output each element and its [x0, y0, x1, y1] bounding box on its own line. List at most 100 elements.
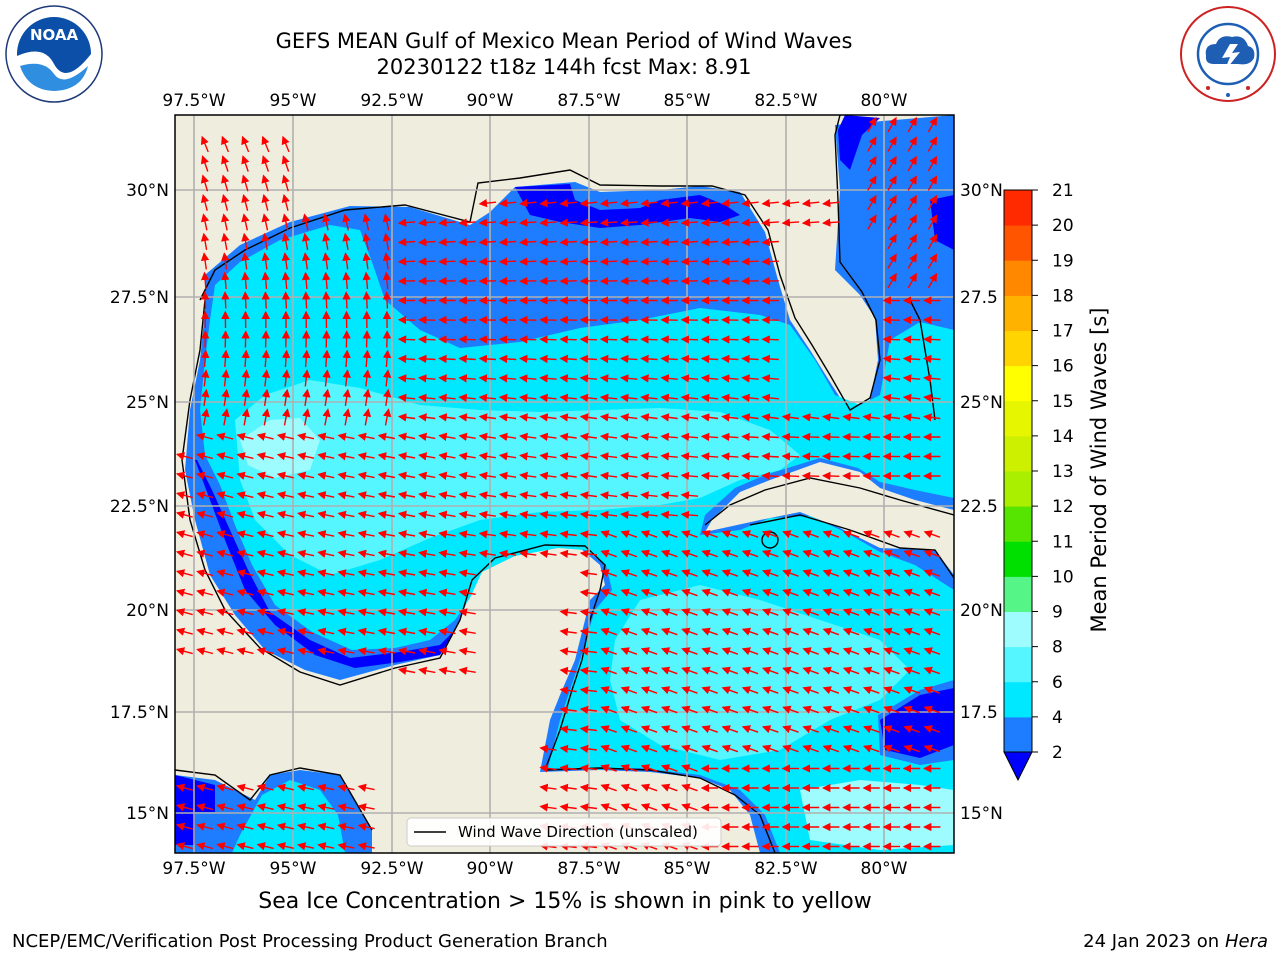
wind-wave-arrow: [640, 588, 658, 597]
wind-wave-arrow: [196, 783, 214, 792]
wind-wave-arrow: [681, 764, 698, 773]
wind-wave-arrow: [640, 452, 658, 461]
wind-wave-arrow: [196, 471, 214, 480]
wind-wave-arrow: [701, 608, 718, 617]
wind-wave-arrow: [822, 413, 840, 422]
wind-wave-arrow: [923, 686, 941, 695]
wind-wave-arrow: [903, 608, 920, 617]
wind-wave-arrow: [216, 842, 234, 851]
wind-wave-arrow: [822, 744, 840, 753]
wind-wave-arrow: [236, 452, 254, 461]
lat-tick-right: 20°N: [960, 601, 1003, 621]
map-area: [175, 115, 954, 853]
wind-wave-arrow: [241, 388, 250, 407]
wind-wave-arrow: [297, 452, 315, 461]
wind-wave-arrow: [458, 471, 476, 480]
wind-wave-arrow: [201, 388, 210, 407]
wind-wave-arrow: [216, 491, 234, 500]
wind-wave-arrow: [902, 413, 921, 422]
wind-wave-arrow: [297, 432, 315, 441]
wind-wave-arrow: [221, 271, 230, 290]
wind-wave-arrow: [620, 588, 638, 597]
lon-tick-bottom: 80°W: [861, 859, 908, 879]
wind-wave-arrow: [600, 705, 617, 714]
wind-wave-arrow: [256, 491, 274, 500]
wind-wave-arrow: [599, 374, 618, 383]
wind-wave-arrow: [322, 252, 331, 270]
wind-wave-arrow: [397, 627, 416, 636]
wind-wave-arrow: [539, 744, 557, 754]
wind-wave-arrow: [640, 705, 658, 714]
wind-wave-arrow: [458, 218, 476, 227]
wind-wave-arrow: [498, 452, 517, 461]
wind-wave-arrow: [923, 374, 941, 383]
wind-wave-arrow: [297, 530, 315, 539]
wind-wave-arrow: [297, 647, 315, 656]
wind-wave-arrow: [620, 432, 638, 442]
wind-wave-arrow: [357, 432, 375, 441]
colorbar-swatch: [1004, 541, 1032, 577]
wind-wave-arrow: [862, 549, 880, 558]
wind-wave-arrow: [397, 491, 416, 500]
wind-wave-arrow: [721, 335, 739, 344]
wind-wave-arrow: [907, 214, 917, 230]
wind-wave-arrow: [741, 413, 759, 422]
wind-wave-arrow: [927, 116, 938, 133]
wind-wave-arrow: [276, 842, 294, 851]
wind-wave-arrow: [640, 198, 658, 208]
wind-wave-arrow: [357, 783, 375, 792]
wind-wave-arrow: [600, 744, 617, 753]
wind-wave-arrow: [458, 627, 476, 636]
wind-wave-arrow: [397, 374, 416, 383]
wind-wave-arrow: [301, 232, 311, 251]
wind-wave-arrow: [640, 627, 658, 636]
wind-wave-arrow: [317, 510, 335, 519]
wind-wave-arrow: [579, 705, 597, 715]
wind-wave-arrow: [701, 725, 718, 734]
wind-wave-arrow: [681, 744, 698, 753]
wind-wave-arrow: [660, 627, 678, 636]
wind-wave-arrow: [640, 744, 658, 753]
wind-wave-arrow: [822, 725, 840, 734]
wind-wave-arrow: [458, 354, 476, 364]
wind-wave-arrow: [458, 666, 476, 675]
gulf-water-nearshore-north: [515, 184, 740, 228]
wind-wave-arrow: [418, 335, 436, 344]
wind-wave-arrow: [660, 413, 678, 422]
wind-wave-arrow: [721, 666, 739, 675]
wind-wave-arrow: [337, 491, 355, 500]
wind-wave-arrow: [680, 237, 699, 247]
wind-wave-arrow: [221, 388, 230, 407]
lon-tick-top: 92.5°W: [360, 91, 423, 111]
wind-wave-arrow: [478, 354, 497, 364]
wind-wave-arrow: [721, 237, 739, 247]
wind-wave-arrow: [741, 627, 759, 636]
wind-wave-arrow: [782, 569, 799, 578]
wind-wave-arrow: [640, 783, 658, 792]
wind-wave-arrow: [342, 232, 351, 251]
wind-wave-arrow: [883, 744, 900, 753]
wind-wave-arrow: [887, 272, 897, 289]
wind-wave-arrow: [842, 705, 860, 714]
wind-wave-arrow: [458, 549, 476, 558]
wind-wave-arrow: [438, 335, 456, 344]
wind-wave-arrow: [660, 530, 678, 539]
wind-wave-arrow: [680, 491, 699, 500]
wind-wave-arrow: [196, 822, 214, 831]
wind-wave-arrow: [761, 705, 779, 714]
wind-wave-arrow: [701, 666, 718, 675]
wind-wave-arrow: [276, 783, 294, 792]
wind-wave-arrow: [418, 608, 436, 617]
wind-wave-arrow: [681, 647, 698, 656]
wind-wave-arrow: [761, 627, 779, 636]
wind-wave-arrow: [701, 705, 718, 714]
wind-wave-arrow: [822, 569, 840, 578]
wind-wave-arrow: [741, 218, 759, 227]
wind-wave-arrow: [261, 193, 270, 211]
wind-wave-arrow: [741, 257, 759, 266]
wind-wave-arrow: [357, 510, 375, 519]
wind-wave-arrow: [700, 393, 719, 403]
wind-wave-arrow: [397, 237, 416, 247]
wind-wave-arrow: [382, 291, 392, 309]
wind-wave-arrow: [241, 174, 250, 192]
